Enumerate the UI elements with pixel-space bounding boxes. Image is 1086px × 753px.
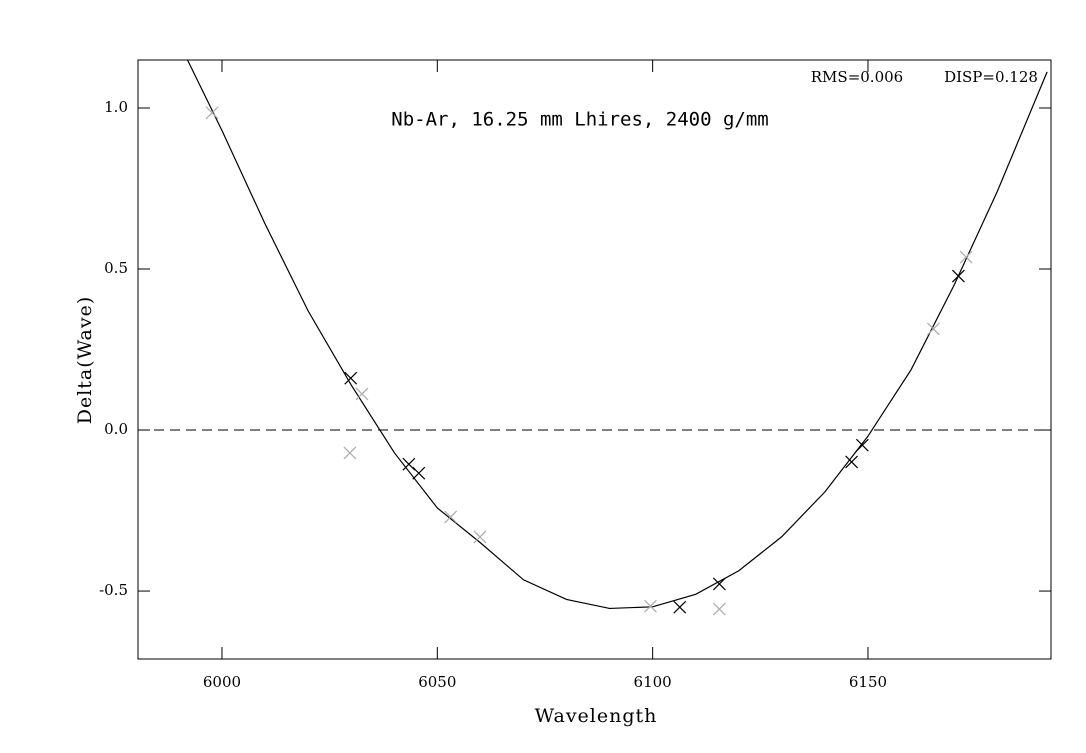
point-marker	[473, 530, 487, 544]
x-tick-label: 6000	[203, 673, 241, 691]
y-tick-label: 0.5	[104, 259, 128, 277]
marker-stroke	[959, 250, 973, 264]
point-marker	[927, 322, 940, 336]
x-axis-label: Wavelength	[535, 705, 658, 727]
point-marker	[355, 387, 369, 401]
point-marker	[855, 438, 869, 452]
marker-stroke	[402, 457, 416, 471]
x-tick-label: 6050	[418, 673, 456, 691]
chart-title: Nb-Ar, 16.25 mm Lhires, 2400 g/mm	[391, 109, 769, 131]
marker-stroke	[444, 510, 458, 524]
marker-stroke	[855, 438, 869, 452]
point-marker	[712, 602, 726, 616]
point-marker	[412, 466, 426, 480]
marker-stroke	[344, 371, 358, 385]
point-marker	[845, 455, 859, 469]
marker-stroke	[712, 602, 726, 616]
y-tick-label: 1.0	[104, 98, 128, 116]
point-marker	[344, 371, 358, 385]
y-axis-label: Delta(Wave)	[74, 296, 96, 425]
plot-frame	[137, 59, 1052, 660]
point-marker	[444, 510, 458, 524]
x-tick-label: 6100	[634, 673, 672, 691]
marker-stroke	[412, 466, 426, 480]
point-marker	[712, 577, 726, 591]
marker-stroke	[951, 269, 965, 283]
x-tick-label: 6150	[849, 673, 887, 691]
marker-stroke	[712, 577, 726, 591]
marker-stroke	[673, 600, 687, 614]
point-marker	[644, 599, 657, 613]
marker-stroke	[927, 322, 940, 336]
annotation: RMS=0.006	[811, 68, 903, 86]
plot-area	[186, 60, 1048, 616]
marker-stroke	[355, 387, 369, 401]
marker-stroke	[644, 599, 657, 613]
point-marker	[673, 600, 687, 614]
fit-curve	[186, 60, 1048, 610]
y-tick-label: 0.0	[104, 420, 128, 438]
y-tick-label: -0.5	[99, 581, 128, 599]
point-marker	[951, 269, 965, 283]
marker-stroke	[205, 106, 219, 120]
marker-stroke	[343, 446, 357, 460]
point-marker	[959, 250, 973, 264]
point-marker	[205, 106, 219, 120]
marker-stroke	[845, 455, 859, 469]
point-marker	[402, 457, 416, 471]
point-marker	[343, 446, 357, 460]
annotation: DISP=0.128	[944, 68, 1038, 86]
marker-stroke	[473, 530, 487, 544]
